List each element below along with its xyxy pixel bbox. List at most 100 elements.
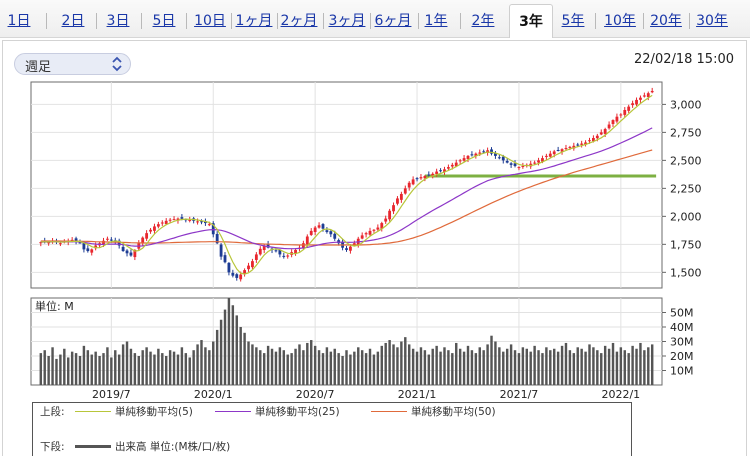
- tab-5年[interactable]: 5年: [561, 13, 585, 29]
- volume-bar: [157, 348, 160, 385]
- tab-separator: [369, 13, 371, 29]
- volume-bar: [129, 348, 133, 385]
- legend-ma50-label: 単純移動平均(50): [411, 406, 496, 418]
- tab-3ヶ月[interactable]: 3ヶ月: [328, 13, 366, 29]
- volume-bar: [325, 347, 329, 385]
- volume-bar: [212, 341, 215, 385]
- volume-bar: [137, 356, 140, 385]
- volume-bar: [200, 340, 203, 385]
- volume-bar: [215, 329, 219, 385]
- candle-body: [454, 162, 458, 167]
- volume-unit-label: 単位: M: [35, 299, 74, 313]
- candle-body: [251, 261, 254, 268]
- candle-body: [548, 153, 552, 157]
- candle-body: [541, 158, 544, 162]
- volume-bar: [321, 353, 325, 385]
- candle-body: [627, 106, 631, 111]
- volume-bar: [447, 350, 450, 385]
- tab-1年[interactable]: 1年: [424, 13, 448, 29]
- tab-1ヶ月[interactable]: 1ヶ月: [235, 13, 273, 29]
- volume-bar: [486, 344, 489, 385]
- volume-bar: [635, 348, 638, 385]
- tab-3日[interactable]: 3日: [106, 13, 130, 29]
- volume-bar: [482, 350, 485, 385]
- tab-20年[interactable]: 20年: [650, 13, 682, 29]
- candle-body: [145, 233, 149, 239]
- volume-bar: [521, 347, 525, 385]
- tab-5日[interactable]: 5日: [152, 13, 176, 29]
- volume-bar: [388, 340, 391, 385]
- candle-body: [153, 226, 156, 231]
- candle-body: [345, 248, 348, 250]
- volume-bar: [360, 350, 364, 385]
- volume-bar: [611, 342, 615, 385]
- volume-bar: [294, 348, 297, 385]
- ma50-line: [40, 149, 653, 246]
- tab-separator: [643, 13, 644, 29]
- tab-10年[interactable]: 10年: [604, 13, 636, 29]
- candle-body: [576, 144, 580, 146]
- volume-bar: [525, 348, 529, 385]
- volume-bar: [509, 344, 513, 385]
- volume-bar: [313, 345, 317, 385]
- volume-bar: [63, 348, 66, 385]
- volume-bar: [427, 354, 431, 385]
- volume-bar: [368, 348, 372, 385]
- period-select[interactable]: 週足: [14, 53, 131, 75]
- volume-bar: [117, 354, 121, 385]
- tab-2日[interactable]: 2日: [61, 13, 85, 29]
- volume-bar: [196, 344, 199, 385]
- volume-bar: [208, 350, 211, 385]
- tab-6ヶ月[interactable]: 6ヶ月: [374, 13, 412, 29]
- volume-bar: [176, 354, 180, 385]
- candle-body: [466, 155, 470, 160]
- tab-30年[interactable]: 30年: [696, 13, 728, 29]
- volume-bar: [513, 350, 517, 385]
- candle-body: [431, 173, 435, 176]
- candle-body: [533, 162, 537, 164]
- volume-bar: [282, 350, 286, 385]
- period-tab-bar: 1日 2日 3日 5日 10日 1ヶ月 2ヶ月 3ヶ月 6ヶ月 1年 2年 3年 5年 10年 20年 30年: [0, 0, 750, 38]
- candle-body: [180, 217, 184, 219]
- candle-body: [509, 163, 513, 165]
- tab-separator: [689, 13, 690, 29]
- chart-legend: 上段: 単純移動平均(5) 単純移動平均(25) 単純移動平均(50) 下段: …: [32, 402, 632, 456]
- volume-bar: [310, 340, 313, 385]
- volume-bar: [650, 344, 654, 385]
- volume-bar: [121, 344, 125, 385]
- candle-body: [219, 244, 223, 257]
- volume-bar: [286, 354, 289, 385]
- candle-body: [117, 240, 121, 246]
- candle-body: [619, 114, 623, 116]
- volume-bar: [396, 347, 399, 385]
- candle-body: [141, 237, 145, 244]
- volume-bar: [70, 351, 74, 385]
- legend-ma5-swatch: [75, 411, 111, 412]
- candle-body: [635, 99, 638, 105]
- volume-bar: [376, 351, 380, 385]
- candle-body: [392, 205, 395, 212]
- tab-1日[interactable]: 1日: [7, 13, 31, 29]
- candle-body: [439, 170, 442, 172]
- price-tick-label: 1,750: [670, 238, 702, 251]
- volume-bar: [74, 353, 78, 385]
- volume-bar: [494, 341, 497, 385]
- tab-10日[interactable]: 10日: [194, 13, 226, 29]
- tab-3年[interactable]: 3年: [509, 4, 553, 38]
- candle-body: [572, 145, 576, 149]
- price-plot-area: [30, 81, 663, 289]
- candle-body: [396, 198, 399, 204]
- volume-bar: [90, 354, 93, 385]
- legend-volume-label: 出来高 単位:(M株/口/枚): [115, 441, 231, 453]
- tab-2年[interactable]: 2年: [471, 13, 495, 29]
- candle-body: [90, 249, 94, 253]
- candle-body: [388, 210, 392, 220]
- candle-body: [521, 165, 525, 167]
- candle-body: [513, 163, 517, 166]
- candle-body: [494, 153, 497, 156]
- volume-bar: [184, 353, 188, 385]
- volume-bar: [556, 351, 560, 385]
- tab-2ヶ月[interactable]: 2ヶ月: [280, 13, 318, 29]
- candle-body: [188, 219, 192, 221]
